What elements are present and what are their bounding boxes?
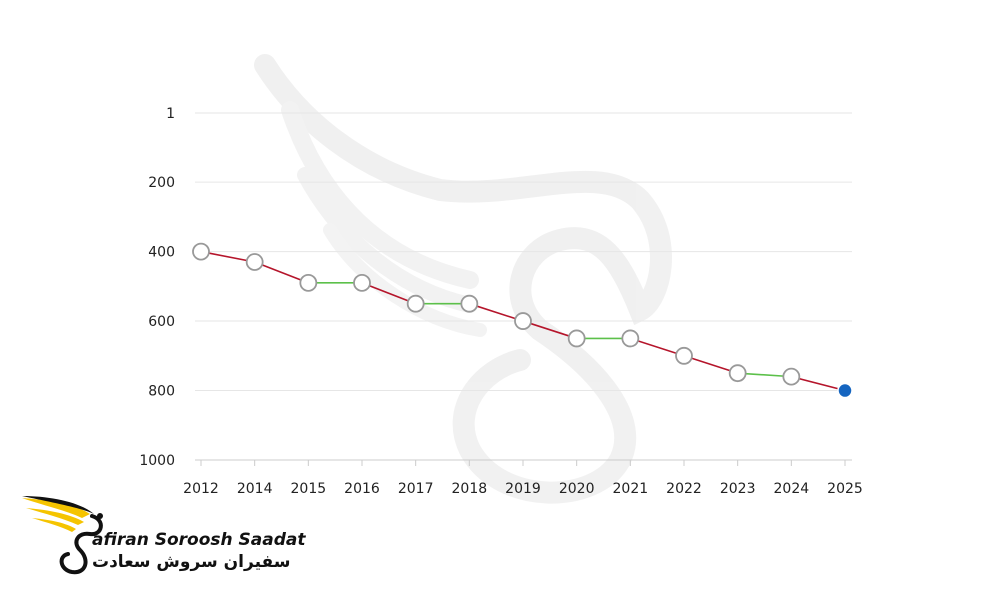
line-segment (254, 261, 309, 284)
data-point[interactable] (621, 329, 640, 348)
brand-name-english: afiran Soroosh Saadat (92, 530, 306, 550)
line-segment (200, 250, 255, 263)
data-point[interactable] (675, 346, 693, 365)
x-tick-label: 2022 (666, 481, 702, 497)
line-segment (522, 320, 577, 340)
line-segment (683, 355, 738, 374)
x-tick-label: 2012 (183, 481, 219, 497)
y-tick-label: 1000 (139, 453, 175, 469)
y-tick-label: 600 (148, 314, 175, 330)
x-tick-label: 2018 (452, 481, 488, 497)
line-segment (791, 375, 846, 392)
x-tick-label: 2020 (559, 481, 595, 497)
x-tick-label: 2014 (237, 481, 273, 497)
line-segment (469, 302, 524, 322)
line-segment (630, 337, 685, 357)
data-point[interactable] (567, 329, 586, 348)
y-tick-label: 800 (148, 384, 175, 400)
watermark-logo (254, 54, 672, 504)
data-point-highlight[interactable] (837, 382, 853, 399)
brand-logo (22, 496, 103, 575)
data-point[interactable] (353, 273, 371, 292)
y-tick-label: 200 (148, 175, 175, 191)
data-point[interactable] (299, 273, 318, 292)
x-tick-label: 2019 (505, 481, 541, 497)
x-tick-label: 2025 (827, 481, 863, 497)
line-segment (737, 372, 792, 378)
x-tick-label: 2015 (291, 481, 327, 497)
data-point[interactable] (460, 294, 479, 313)
data-point[interactable] (192, 242, 210, 261)
x-tick-label: 2016 (344, 481, 380, 497)
y-tick-label: 400 (148, 245, 175, 261)
data-point[interactable] (782, 367, 801, 386)
data-point[interactable] (514, 312, 532, 330)
y-tick-label: 1 (166, 106, 175, 122)
data-point[interactable] (245, 253, 264, 271)
x-tick-label: 2024 (774, 481, 810, 497)
x-tick-label: 2023 (720, 481, 756, 497)
data-point[interactable] (406, 294, 425, 313)
x-tick-label: 2017 (398, 481, 434, 497)
brand-name-persian: سفیران سروش سعادت (92, 552, 291, 572)
line-segment (361, 282, 416, 305)
data-point[interactable] (728, 364, 747, 383)
x-tick-label: 2021 (613, 481, 649, 497)
